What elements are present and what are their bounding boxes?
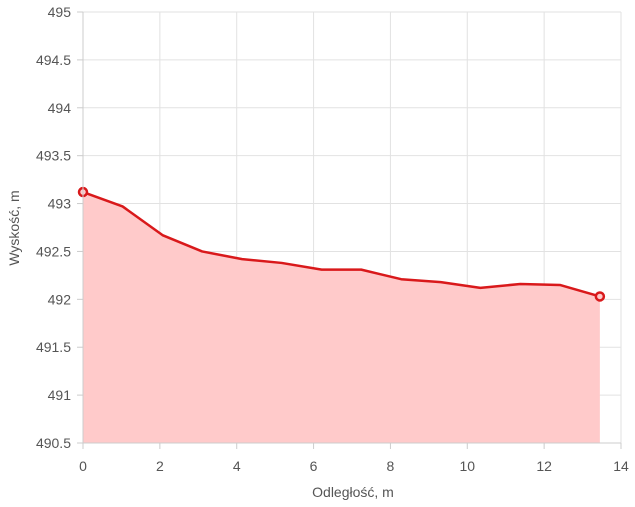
axes	[77, 11, 622, 449]
y-tick-label: 492.5	[36, 243, 71, 259]
series-line-path	[82, 190, 601, 298]
tick-labels: 0 2 4 6 8 10 12 14 490.5 491 491.5 492 492.5 493 493.5…	[36, 4, 629, 474]
y-tick-label: 491	[48, 387, 72, 403]
y-tick-label: 494	[48, 100, 72, 116]
x-tick-label: 6	[310, 458, 318, 474]
x-tick-label: 14	[613, 458, 629, 474]
x-tick-label: 4	[233, 458, 241, 474]
y-axis-title: Wyskość, m	[6, 190, 22, 265]
x-tick-label: 8	[387, 458, 395, 474]
y-tick-label: 495	[48, 4, 72, 20]
x-tick-label: 12	[536, 458, 552, 474]
y-tick-label: 490.5	[36, 435, 71, 451]
y-tick-label: 493	[48, 196, 72, 212]
x-axis-title: Odległość, m	[312, 484, 394, 500]
x-tick-label: 0	[79, 458, 87, 474]
y-tick-label: 493.5	[36, 148, 71, 164]
y-tick-label: 494.5	[36, 52, 71, 68]
end-point-marker	[594, 291, 606, 302]
y-tick-label: 492	[48, 291, 72, 307]
y-tick-label: 491.5	[36, 339, 71, 355]
area-path	[83, 192, 600, 443]
series-line	[82, 190, 601, 298]
x-tick-label: 2	[156, 458, 164, 474]
x-tick-label: 10	[459, 458, 475, 474]
area-fill	[83, 192, 600, 443]
